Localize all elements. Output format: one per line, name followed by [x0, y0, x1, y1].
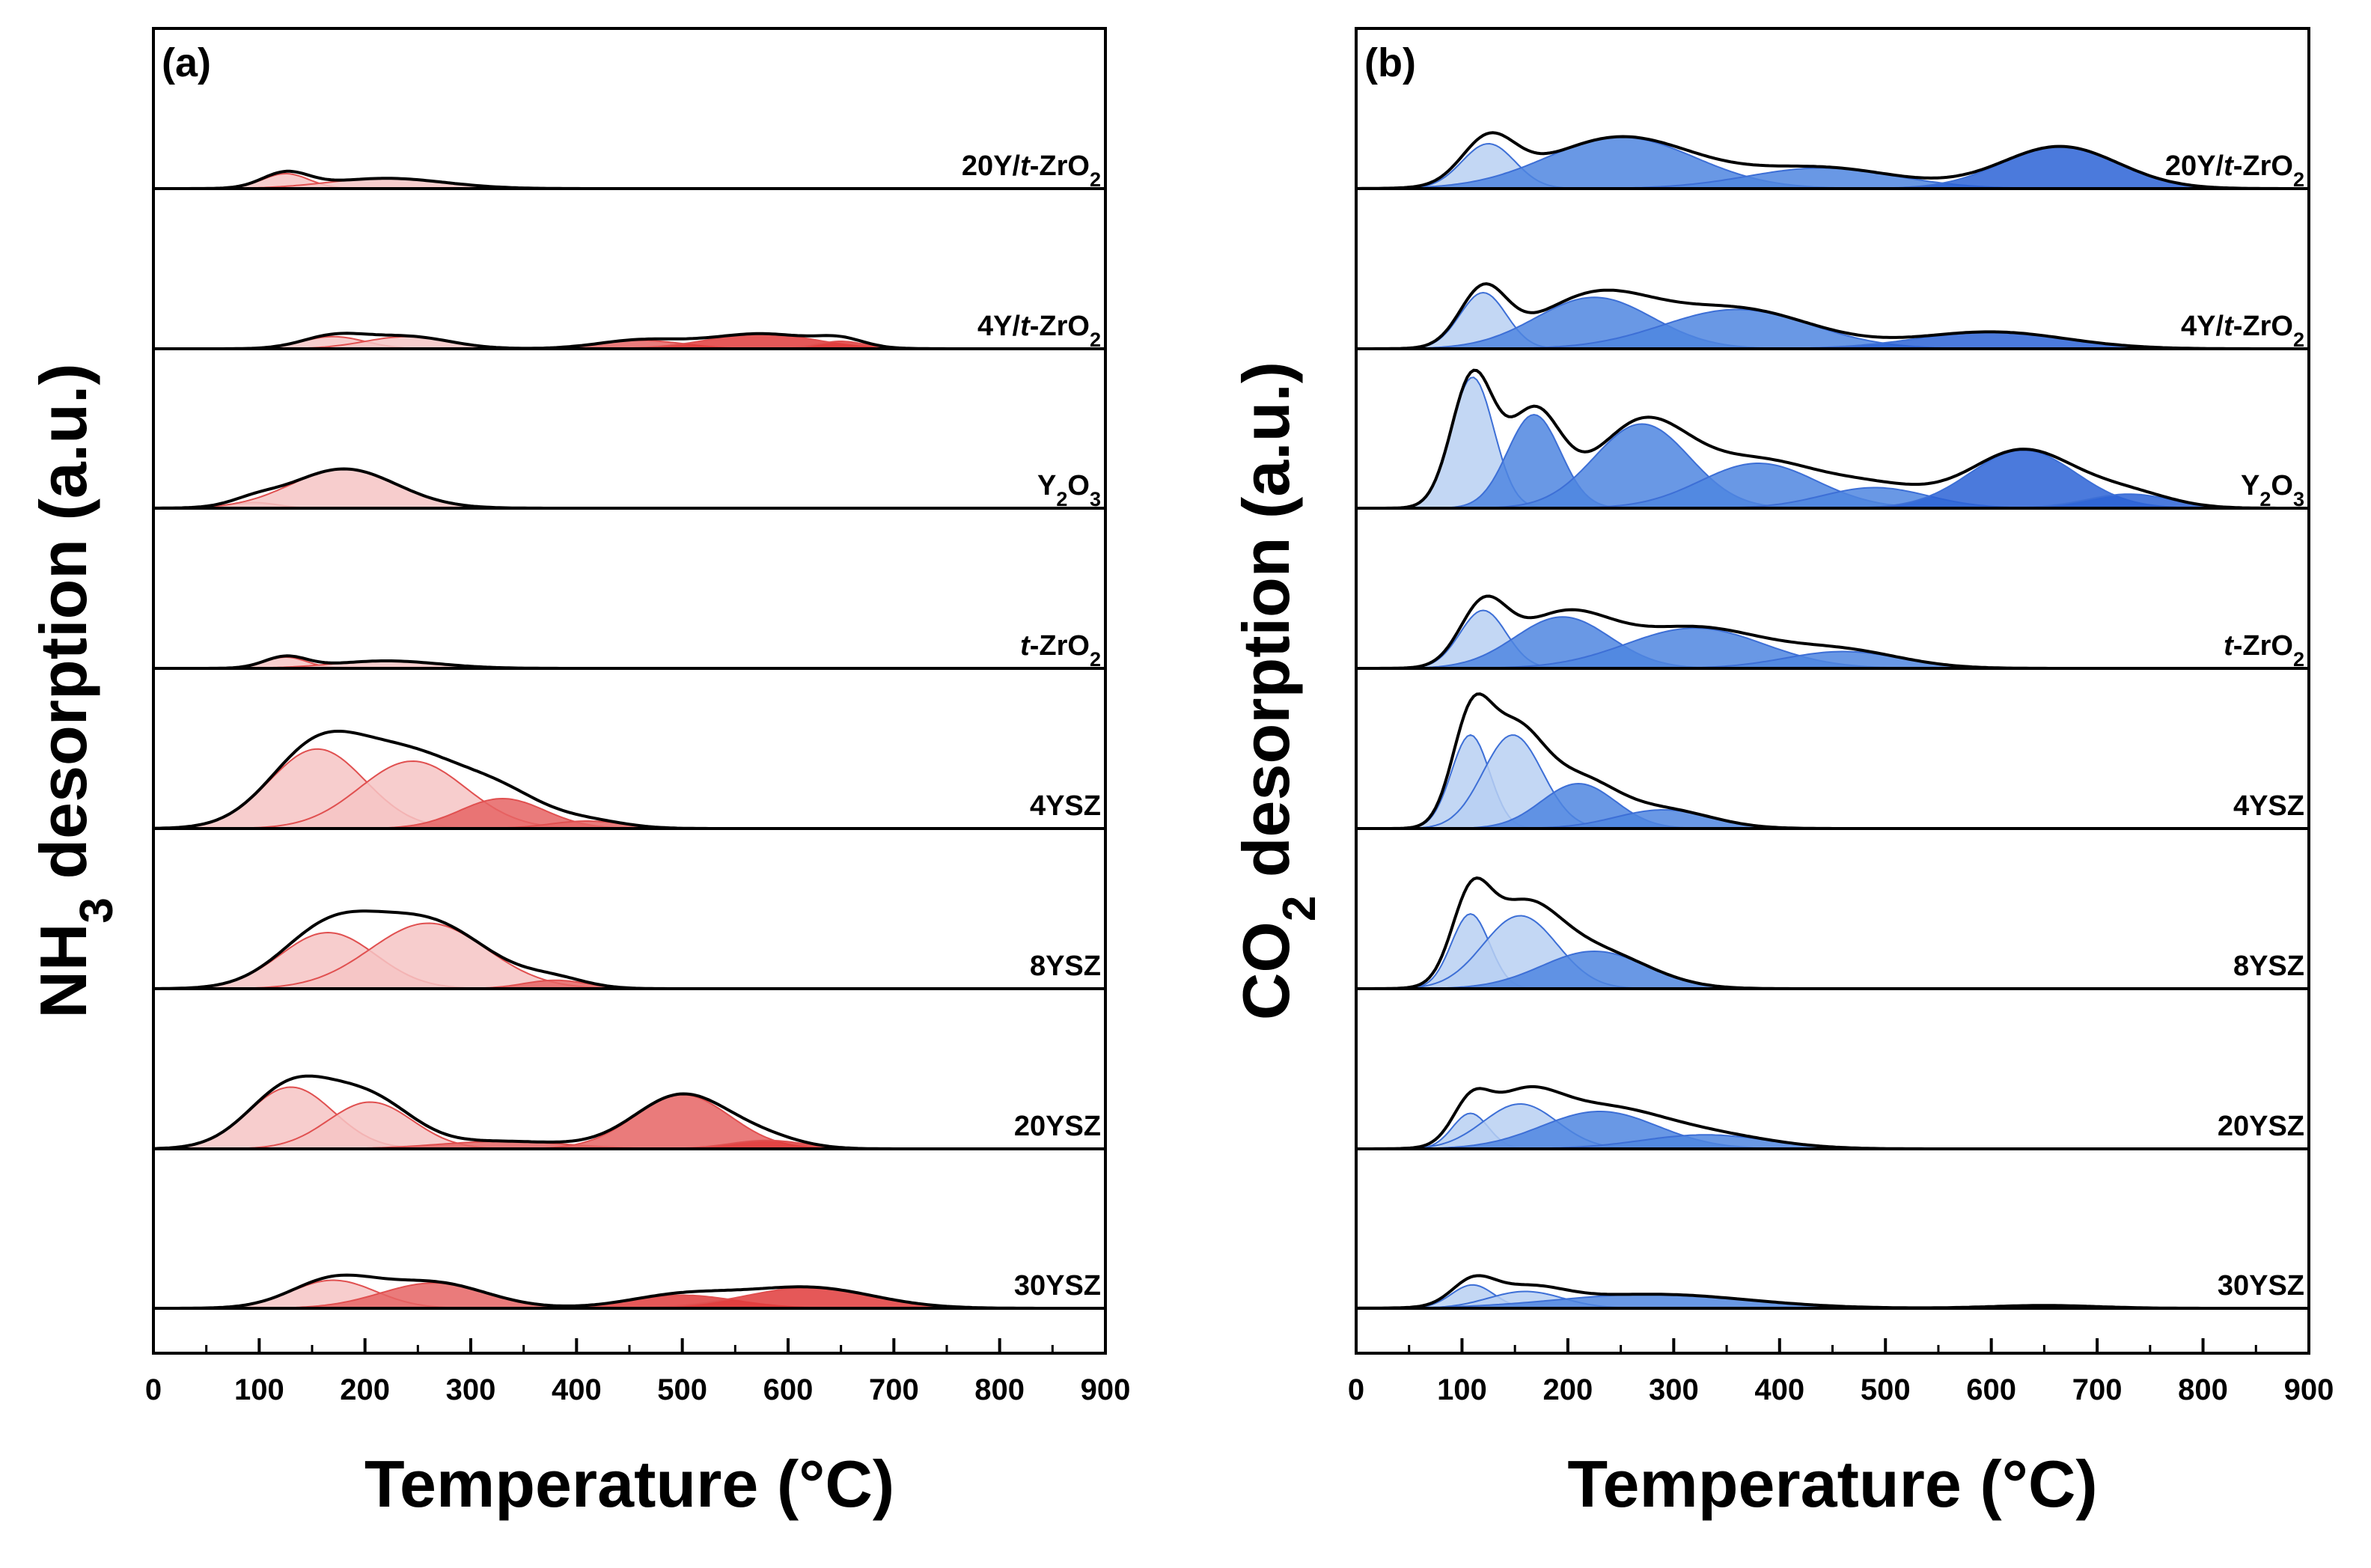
x-tick-label: 0: [145, 1373, 162, 1406]
series-y2o3: Y2O3: [1356, 368, 2309, 510]
envelope-curve: [153, 1273, 1105, 1310]
sample-label: 20Y/t-ZrO2: [962, 150, 1101, 191]
series-4ysz: 4YSZ: [1356, 692, 2309, 830]
x-tick-label: 400: [1754, 1373, 1804, 1406]
fit-peak-148: [1356, 734, 2309, 829]
series-t-zro2: t-ZrO2: [153, 630, 1105, 671]
series-y2o3: Y2O3: [153, 467, 1105, 510]
series-4y-t-zro2: 4Y/t-ZrO2: [1356, 282, 2309, 351]
plot-frame: [1355, 27, 2310, 1355]
envelope-curve: [1356, 282, 2309, 350]
plot-frame: [152, 27, 1107, 1355]
panel-b: 20Y/t-ZrO2 4Y/t-ZrO2 Y2O3 t-ZrO2 4YSZ 8YSZ 20Y…: [1229, 27, 2334, 1521]
sample-label: 30YSZ: [1014, 1270, 1101, 1302]
x-tick-label: 200: [1543, 1373, 1593, 1406]
panel-a: 20Y/t-ZrO2 4Y/t-ZrO2 Y2O3 t-ZrO2 4YSZ 8YSZ 20Y…: [26, 27, 1131, 1521]
sample-label: t-ZrO2: [2224, 630, 2304, 671]
x-tick-label: 900: [2284, 1373, 2334, 1406]
x-axis-title: Temperature (°C): [364, 1447, 894, 1521]
sample-label: 4YSZ: [1030, 790, 1101, 822]
sample-label: Y2O3: [2241, 470, 2304, 510]
series-8ysz: 8YSZ: [1356, 876, 2309, 990]
sample-label: 8YSZ: [1030, 951, 1101, 982]
series-20ysz: 20YSZ: [1356, 1085, 2309, 1150]
x-tick-label: 800: [974, 1373, 1025, 1406]
series-t-zro2: t-ZrO2: [1356, 594, 2309, 671]
x-tick-label: 700: [2072, 1373, 2123, 1406]
x-tick-label: 900: [1081, 1373, 1131, 1406]
series-4ysz: 4YSZ: [153, 730, 1105, 830]
sample-label: Y2O3: [1037, 470, 1101, 510]
sample-label: 20YSZ: [1014, 1111, 1101, 1142]
sample-label: 4Y/t-ZrO2: [977, 311, 1101, 351]
sample-label: 30YSZ: [2218, 1270, 2304, 1302]
series-20y-t-zro2: 20Y/t-ZrO2: [1355, 131, 2309, 191]
fit-peak-180: [153, 468, 1105, 509]
sample-label: 20YSZ: [2218, 1111, 2304, 1142]
series-4y-t-zro2: 4Y/t-ZrO2: [153, 311, 1105, 351]
x-tick-label: 100: [234, 1373, 284, 1406]
fit-peak-165: [153, 931, 1105, 989]
x-tick-label: 600: [1966, 1373, 2016, 1406]
x-tick-label: 500: [657, 1373, 707, 1406]
series-8ysz: 8YSZ: [153, 909, 1105, 990]
series-20ysz: 20YSZ: [153, 1074, 1105, 1150]
x-tick-label: 600: [763, 1373, 814, 1406]
x-tick-label: 300: [1649, 1373, 1699, 1406]
y-axis-title: CO2 desorption (a.u.): [1229, 362, 1325, 1020]
panel-label: (b): [1364, 40, 1416, 85]
sample-label: 8YSZ: [2233, 951, 2304, 982]
x-tick-label: 500: [1861, 1373, 1911, 1406]
fit-peak-155: [1356, 915, 2309, 989]
x-tick-label: 700: [869, 1373, 919, 1406]
x-tick-label: 200: [340, 1373, 390, 1406]
x-tick-label: 100: [1437, 1373, 1487, 1406]
y-axis-title: NH3 desorption (a.u.): [26, 363, 123, 1018]
series-30ysz: 30YSZ: [1355, 1270, 2309, 1310]
series-30ysz: 30YSZ: [153, 1270, 1105, 1310]
x-tick-label: 300: [446, 1373, 496, 1406]
x-tick-label: 800: [2178, 1373, 2228, 1406]
envelope-curve: [1356, 368, 2309, 510]
series-20y-t-zro2: 20Y/t-ZrO2: [153, 150, 1105, 191]
envelope-curve: [1356, 131, 2309, 190]
x-tick-label: 400: [552, 1373, 602, 1406]
sample-label: t-ZrO2: [1020, 630, 1101, 671]
x-tick-label: 0: [1348, 1373, 1364, 1406]
panel-label: (a): [162, 40, 211, 85]
x-axis-title: Temperature (°C): [1567, 1447, 2097, 1521]
sample-label: 4Y/t-ZrO2: [2181, 311, 2304, 351]
fit-peak-155: [153, 748, 1105, 829]
sample-label: 4YSZ: [2233, 790, 2304, 822]
sample-label: 20Y/t-ZrO2: [2165, 150, 2304, 191]
